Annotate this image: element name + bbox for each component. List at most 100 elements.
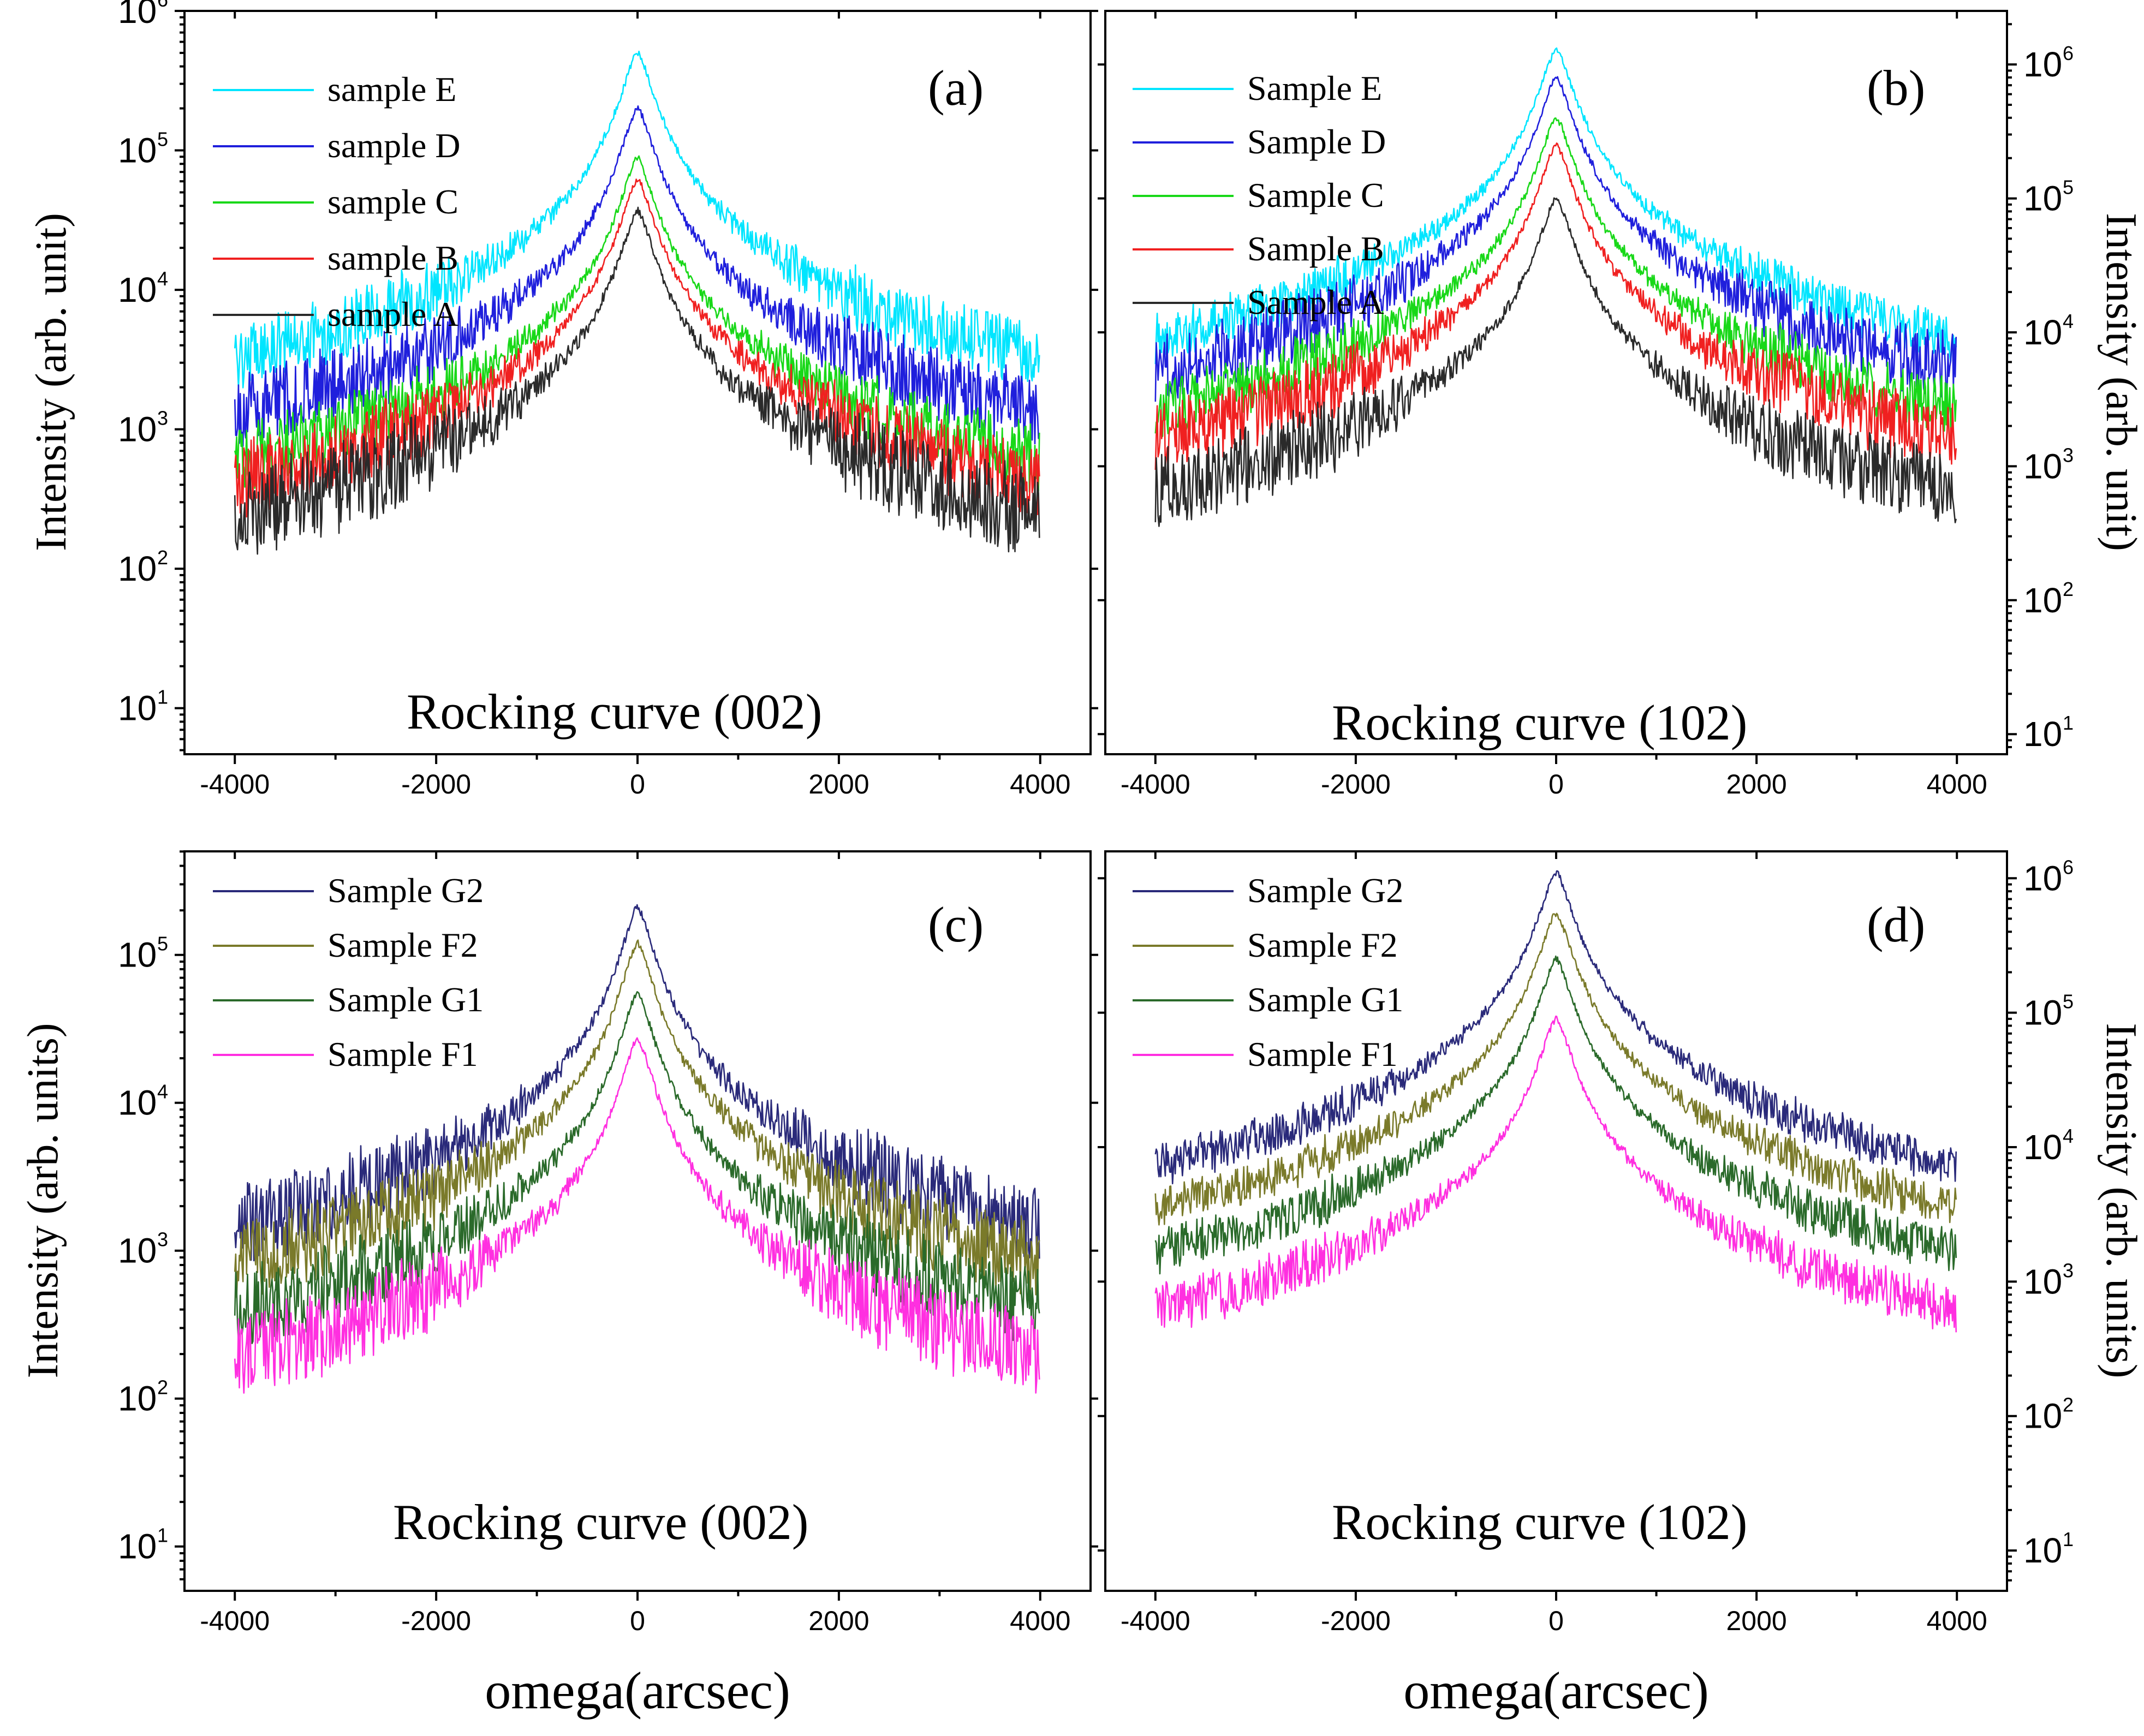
series-line-d-4 [1154, 1015, 1957, 1333]
svg-text:10: 10 [2023, 1262, 2062, 1301]
annotation-c: Rocking curve (002) [393, 1494, 808, 1550]
x-tick-label: 2000 [1726, 1606, 1786, 1636]
svg-text:3: 3 [2063, 1259, 2074, 1281]
svg-text:3: 3 [157, 407, 168, 429]
y-tick-label: 10 5 [118, 128, 168, 170]
series-line-b-1 [1154, 47, 1957, 365]
plot-frame-d [1104, 850, 2008, 1592]
series-line-b-5 [1154, 197, 1957, 527]
panel-label-d: (d) [1867, 897, 1925, 952]
svg-text:10: 10 [2023, 313, 2062, 352]
panel-label-a: (a) [928, 60, 984, 116]
svg-text:10: 10 [2023, 858, 2062, 898]
series-line-a-1 [234, 50, 1040, 389]
svg-text:10: 10 [118, 549, 157, 588]
series-group-c [234, 904, 1040, 1394]
legend-label: Sample G2 [1247, 871, 1403, 910]
svg-text:10: 10 [118, 410, 157, 449]
y-axis-title-c: Intensity (arb. units) [19, 1023, 67, 1379]
x-tick-label: -4000 [1121, 769, 1190, 800]
svg-text:5: 5 [157, 128, 168, 151]
svg-text:6: 6 [2063, 856, 2074, 878]
x-tick-label: 0 [1549, 769, 1564, 800]
x-axis-title-right: omega(arcsec) [1403, 1661, 1709, 1720]
legend-label: Sample F2 [1247, 926, 1398, 964]
svg-text:10: 10 [118, 689, 157, 728]
svg-text:10: 10 [2023, 45, 2062, 84]
panel-label-c: (c) [928, 897, 984, 952]
legend-label: Sample E [1247, 69, 1382, 108]
series-line-d-1 [1154, 870, 1957, 1185]
svg-text:10: 10 [2023, 1397, 2062, 1436]
svg-text:5: 5 [157, 933, 168, 955]
svg-text:3: 3 [157, 1228, 168, 1251]
annotation-d: Rocking curve (102) [1332, 1494, 1747, 1550]
y-tick-label: 10 2 [118, 546, 168, 588]
y-tick-label: 10 5 [2023, 991, 2074, 1033]
svg-text:2: 2 [157, 546, 168, 569]
y-tick-label: 106 [118, 0, 168, 31]
svg-text:3: 3 [2063, 444, 2074, 466]
series-line-b-4 [1154, 142, 1957, 471]
legend-a: sample E sample D sample C sample B sample A [213, 70, 461, 333]
series-line-c-4 [234, 1037, 1040, 1394]
legend-b: Sample E Sample D Sample C Sample B Sample A [1133, 69, 1386, 321]
y-tick-label: 10 5 [2023, 176, 2074, 218]
svg-text:10: 10 [118, 1083, 157, 1123]
x-tick-label: -2000 [401, 1606, 471, 1636]
svg-text:5: 5 [2063, 176, 2074, 199]
y-axis-title-a: Intensity (arb. unit) [27, 213, 75, 551]
series-line-b-2 [1154, 76, 1957, 402]
y-tick-label: 10 4 [118, 1081, 168, 1123]
svg-text:5: 5 [2063, 991, 2074, 1013]
legend-label: sample D [327, 126, 461, 165]
svg-text:6: 6 [157, 0, 168, 11]
svg-text:2: 2 [2063, 1394, 2074, 1416]
svg-text:6: 6 [2063, 42, 2074, 64]
x-tick-label: -2000 [1321, 769, 1391, 800]
series-line-a-2 [234, 105, 1040, 447]
legend-label: sample C [327, 182, 458, 221]
y-tick-label: 10 2 [118, 1376, 168, 1418]
y-tick-label: 10 2 [2023, 1394, 2074, 1436]
y-tick-label: 10 3 [118, 1228, 168, 1270]
legend-label: Sample D [1247, 122, 1386, 161]
x-tick-label: -2000 [401, 769, 471, 800]
y-tick-label: 10 1 [118, 686, 168, 728]
svg-text:1: 1 [2063, 712, 2074, 734]
y-tick-label: 10 3 [2023, 1259, 2074, 1301]
x-tick-label: -4000 [1121, 1606, 1190, 1636]
y-tick-label: 10 2 [2023, 578, 2074, 620]
x-tick-label: 4000 [1010, 769, 1070, 800]
legend-d: Sample G2 Sample F2 Sample G1 Sample F1 [1133, 871, 1403, 1073]
legend-label: Sample G1 [327, 980, 484, 1019]
svg-text:4: 4 [157, 1081, 168, 1103]
x-tick-label: 4000 [1927, 1606, 1987, 1636]
x-tick-label: 2000 [808, 769, 869, 800]
y-tick-label: 10 1 [2023, 712, 2074, 754]
svg-text:1: 1 [2063, 1528, 2074, 1550]
x-tick-label: 4000 [1927, 769, 1987, 800]
y-tick-label: 10 4 [2023, 1125, 2074, 1167]
series-line-d-3 [1154, 955, 1957, 1275]
svg-text:10: 10 [118, 131, 157, 170]
legend-label: Sample F2 [327, 926, 478, 964]
series-line-d-2 [1154, 912, 1957, 1226]
svg-text:4: 4 [2063, 1125, 2074, 1147]
svg-text:10: 10 [2023, 581, 2062, 620]
legend-label: sample B [327, 238, 458, 277]
svg-text:4: 4 [157, 267, 168, 290]
svg-text:10: 10 [2023, 179, 2062, 218]
svg-text:10: 10 [2023, 446, 2062, 486]
y-tick-label: 10 1 [118, 1524, 168, 1566]
panel-label-b: (b) [1867, 60, 1925, 116]
svg-text:2: 2 [157, 1376, 168, 1399]
svg-text:10: 10 [2023, 993, 2062, 1033]
